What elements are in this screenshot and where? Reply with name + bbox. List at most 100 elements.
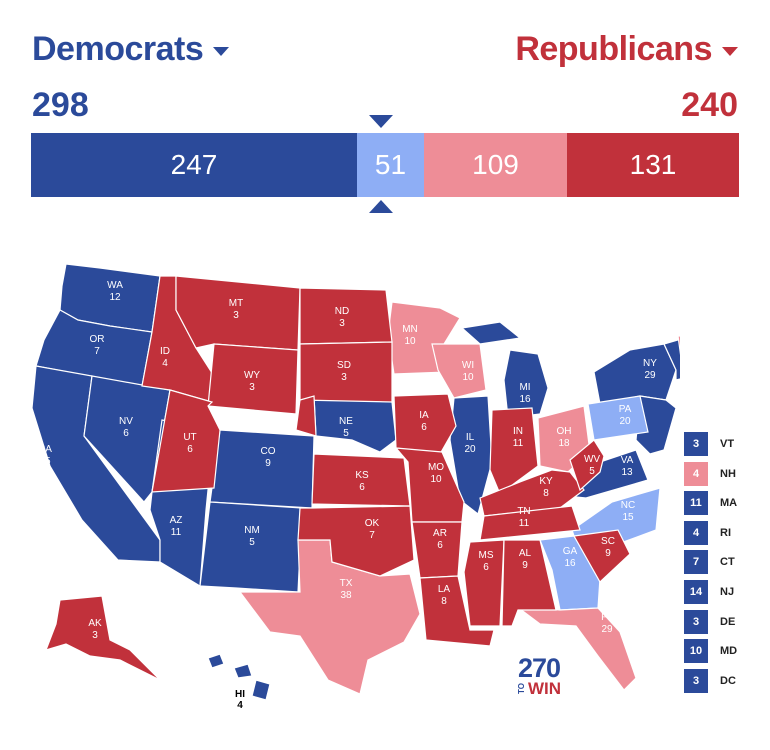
small-state-ma[interactable]: 11 MA (684, 491, 760, 516)
state-wv[interactable]: WV5 (569, 439, 605, 492)
state-sd[interactable]: SD3 (299, 341, 393, 403)
svg-text:5: 5 (589, 466, 595, 477)
small-state-ct[interactable]: 7 CT (684, 550, 760, 575)
svg-text:7: 7 (94, 346, 100, 357)
svg-text:CO: CO (261, 446, 276, 457)
state-ne-west[interactable] (295, 395, 317, 437)
democrats-label: Democrats (32, 30, 204, 68)
small-state-abbr: NJ (720, 585, 735, 598)
small-state-nj[interactable]: 14 NJ (684, 579, 760, 604)
state-ia[interactable]: IA6 (393, 393, 457, 455)
bar-lean-democrat[interactable]: 51 (357, 133, 424, 197)
svg-text:NC: NC (621, 500, 635, 511)
svg-text:16: 16 (519, 394, 531, 405)
small-state-ri[interactable]: 4 RI (684, 520, 760, 545)
svg-text:9: 9 (522, 560, 528, 571)
small-state-vt[interactable]: 3 VT (684, 432, 760, 456)
state-sc[interactable]: SC9 (573, 529, 631, 583)
state-ok[interactable]: OK7 (297, 505, 415, 577)
small-states-list: 3 VT 4 NH 11 MA 4 RI 7 CT 14 NJ 3 DE 10 … (684, 432, 760, 698)
state-la[interactable]: LA8 (419, 575, 495, 647)
svg-text:16: 16 (564, 558, 576, 569)
svg-text:3: 3 (249, 382, 255, 393)
small-state-votes: 3 (684, 432, 708, 456)
svg-text:3: 3 (339, 318, 345, 329)
state-co[interactable]: CO9 (209, 429, 315, 509)
svg-text:8: 8 (543, 488, 549, 499)
state-nd[interactable]: ND3 (299, 287, 393, 345)
svg-text:MS: MS (479, 550, 494, 561)
bar-lean-republican[interactable]: 109 (424, 133, 567, 197)
small-state-abbr: NH (720, 467, 736, 480)
state-ne[interactable]: NE5 (313, 395, 397, 453)
svg-text:TN: TN (517, 506, 530, 517)
state-hi[interactable] (207, 653, 271, 701)
small-state-votes: 11 (684, 491, 708, 516)
small-state-votes: 3 (684, 609, 708, 634)
small-state-nh[interactable]: 4 NH (684, 461, 760, 486)
small-state-abbr: VT (720, 438, 735, 450)
svg-text:IA: IA (419, 410, 429, 421)
republicans-header[interactable]: Republicans (515, 30, 738, 69)
svg-text:5: 5 (343, 428, 349, 439)
small-state-de[interactable]: 3 DE (684, 609, 760, 634)
svg-text:IL: IL (466, 432, 475, 443)
svg-text:12: 12 (109, 292, 121, 303)
state-nh[interactable] (677, 335, 680, 380)
svg-text:FL: FL (601, 612, 613, 623)
democrats-total: 298 (32, 86, 89, 124)
svg-text:55: 55 (39, 456, 51, 467)
state-ks[interactable]: KS6 (311, 453, 411, 507)
svg-text:WY: WY (244, 370, 260, 381)
svg-text:NE: NE (339, 416, 353, 427)
state-ut[interactable]: UT6 (151, 389, 221, 493)
republicans-dropdown-icon[interactable] (722, 47, 738, 56)
small-state-dc[interactable]: 3 DC (684, 668, 760, 693)
state-ar[interactable]: AR6 (411, 521, 463, 579)
logo-win: WIN (528, 679, 562, 698)
svg-text:MT: MT (229, 298, 243, 309)
svg-text:GA: GA (563, 546, 578, 557)
svg-text:4: 4 (162, 358, 168, 369)
democrats-header[interactable]: Democrats (32, 30, 230, 69)
svg-text:WI: WI (462, 360, 474, 371)
electoral-vote-bar: 247 51 109 131 (31, 133, 739, 197)
small-state-votes: 14 (684, 579, 708, 604)
small-state-md[interactable]: 10 MD (684, 639, 760, 664)
state-hi-votes: 4 (237, 700, 243, 711)
svg-text:AZ: AZ (170, 515, 183, 526)
svg-text:CA: CA (38, 444, 52, 455)
democrats-dropdown-icon[interactable] (213, 47, 230, 56)
svg-text:11: 11 (519, 518, 530, 529)
svg-text:WA: WA (107, 280, 123, 291)
svg-text:KY: KY (539, 476, 553, 487)
state-al[interactable]: AL9 (501, 539, 557, 627)
svg-text:ND: ND (335, 306, 349, 317)
state-wy[interactable]: WY3 (207, 343, 299, 415)
state-ms[interactable]: MS6 (463, 539, 505, 627)
state-ne-corridor[interactable] (635, 395, 677, 455)
bar-safe-democrat[interactable]: 247 (31, 133, 357, 197)
small-state-votes: 4 (684, 520, 708, 545)
state-nm[interactable]: NM5 (199, 501, 303, 593)
small-state-votes: 3 (684, 668, 708, 693)
270towin-logo[interactable]: 270 TO WIN (517, 655, 562, 698)
small-state-abbr: RI (720, 526, 731, 539)
state-mt[interactable]: MT3 (175, 275, 301, 351)
svg-text:8: 8 (441, 596, 447, 607)
svg-text:MN: MN (402, 324, 418, 335)
state-ak[interactable]: AK3 (45, 595, 161, 681)
state-new-england[interactable] (663, 336, 680, 381)
270-marker-top-icon (369, 115, 393, 128)
svg-text:6: 6 (359, 482, 365, 493)
bar-safe-republican[interactable]: 131 (567, 133, 739, 197)
